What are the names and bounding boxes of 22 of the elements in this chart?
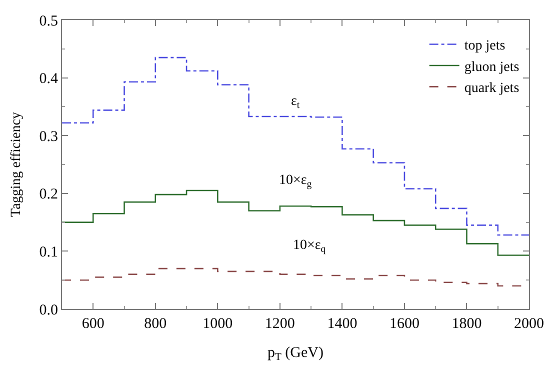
y-tick-label: 0.3 (39, 128, 58, 145)
y-axis-title: Tagging efficiency (8, 112, 24, 217)
x-tick-label: 1800 (452, 316, 482, 332)
x-tick-label: 1400 (327, 316, 358, 332)
x-tick-label: 1200 (264, 316, 295, 332)
x-tick-label: 1000 (202, 316, 233, 332)
y-tick-label: 0.0 (39, 302, 58, 318)
x-tick-label: 800 (144, 316, 167, 332)
x-tick-label: 2000 (514, 316, 544, 332)
legend-label: quark jets (464, 81, 520, 96)
legend-label: top jets (464, 38, 506, 54)
legend-label: gluon jets (464, 60, 520, 75)
y-tick-label: 0.1 (39, 244, 58, 260)
y-tick-label: 0.4 (39, 71, 58, 88)
annotation: 10×ε$_{g}$ (279, 173, 312, 190)
annotation: ε$_{t}$ (291, 94, 300, 111)
annotation: 10×ε$_{q}$ (293, 238, 326, 255)
x-tick-label: 1600 (389, 316, 420, 332)
y-tick-label: 0.5 (39, 13, 58, 30)
x-tick-label: 600 (82, 316, 104, 332)
y-tick-label: 0.2 (39, 186, 58, 203)
x-axis-title: p$_{T}$ (GeV) (268, 345, 324, 364)
